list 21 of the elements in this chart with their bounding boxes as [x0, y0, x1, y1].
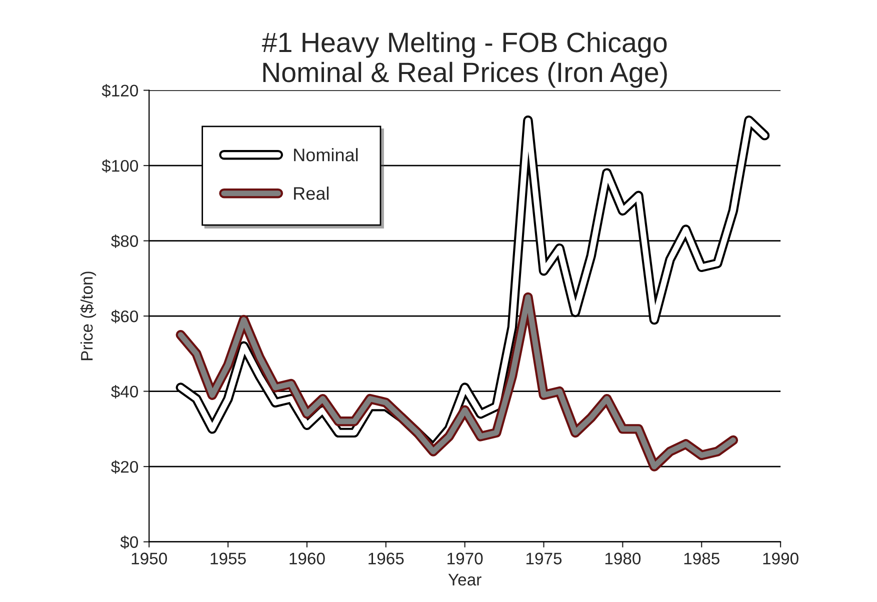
y-tick-label: $0: [120, 536, 138, 549]
x-tick-label: 1955: [210, 552, 246, 564]
y-tick-label: $100: [102, 159, 138, 173]
legend-label: Real: [294, 186, 329, 200]
x-tick-label: 1965: [368, 552, 404, 564]
x-tick-label: 1985: [684, 552, 720, 564]
legend-label: Nominal: [294, 148, 358, 162]
x-tick-label: 1980: [605, 552, 641, 564]
y-tick-label: $120: [102, 84, 138, 98]
x-tick-label: 1960: [290, 552, 325, 564]
x-tick-label: 1975: [526, 552, 562, 564]
y-axis-title: Price ($/ton): [80, 272, 96, 360]
y-tick-label: $20: [111, 460, 138, 474]
x-tick-label: 1970: [448, 552, 483, 564]
y-tick-label: $80: [111, 234, 138, 248]
x-axis-title: Year: [448, 574, 482, 586]
x-tick-label: 1990: [763, 552, 798, 564]
y-tick-label: $60: [111, 310, 138, 324]
chart-title: #1 Heavy Melting - FOB Chicago Nominal & Real Prices (Iron Age): [262, 32, 667, 88]
y-tick-label: $40: [111, 385, 138, 398]
x-tick-label: 1950: [132, 552, 167, 564]
